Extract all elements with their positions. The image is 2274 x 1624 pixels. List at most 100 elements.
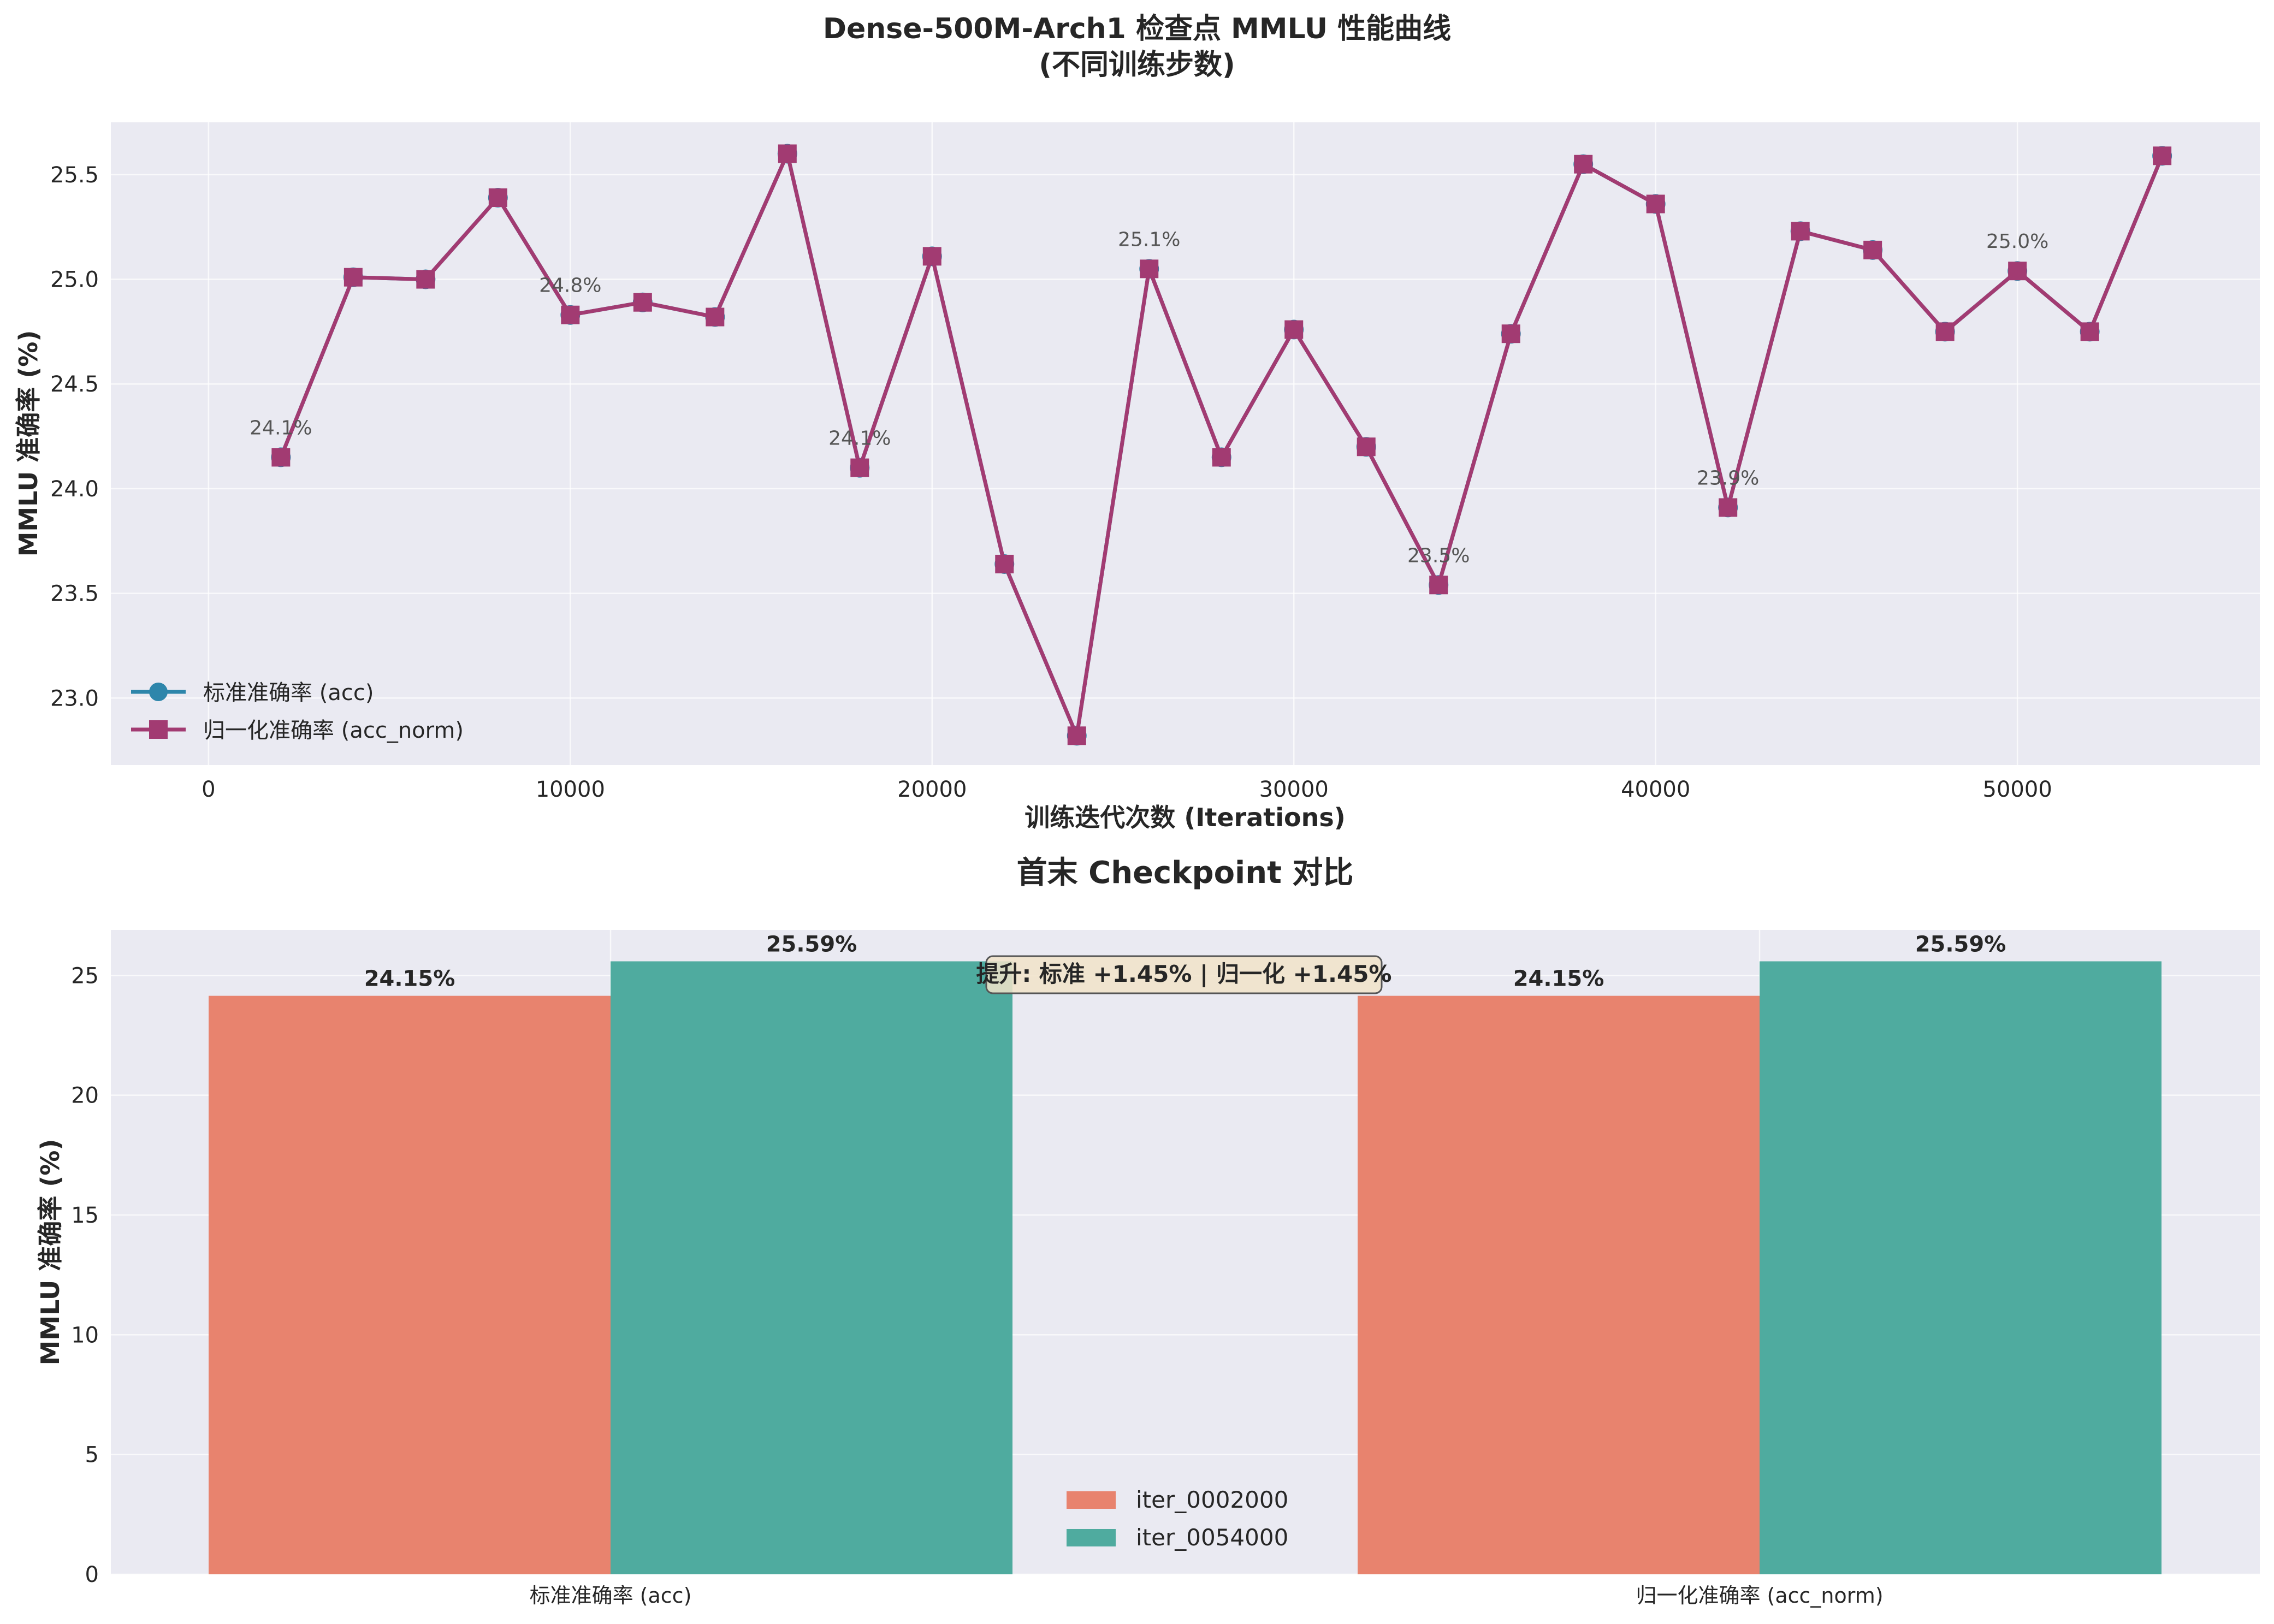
data-point [706, 307, 725, 327]
bar-chart-title: 首末 Checkpoint 对比 [1017, 855, 1354, 891]
bar-chart-y-tick-label: 15 [71, 1203, 99, 1228]
line-chart-x-tick-label: 0 [202, 777, 215, 802]
data-point [1863, 240, 1882, 259]
figure-title-line1: Dense-500M-Arch1 检查点 MMLU 性能曲线 [823, 13, 1451, 45]
line-chart-annotation: 24.8% [539, 275, 601, 297]
bar-chart-y-label: MMLU 准确率 (%) [35, 1139, 65, 1366]
bar-chart-legend: iter_0002000 iter_0054000 [1067, 1486, 1288, 1551]
bar-value-label: 24.15% [1513, 967, 1604, 992]
line-chart-x-tick-label: 10000 [536, 777, 605, 802]
data-point [344, 268, 363, 287]
legend-item-acc: 标准准确率 (acc) [131, 680, 374, 706]
bar-chart-y-tick-label: 5 [85, 1443, 99, 1468]
data-point [633, 293, 652, 312]
data-point [1935, 322, 1955, 341]
line-chart-plot-area [111, 122, 2260, 765]
legend-item-acc-norm: 归一化准确率 (acc_norm) [131, 718, 464, 743]
legend-label-acc: 标准准确率 (acc) [203, 680, 374, 706]
bar-iter_0002000 [209, 995, 611, 1574]
line-chart-annotation: 24.1% [828, 428, 891, 450]
line-chart-x-tick-label: 30000 [1259, 777, 1329, 802]
line-chart-x-label: 训练迭代次数 (Iterations) [1025, 803, 1346, 832]
data-point [488, 188, 507, 208]
data-point [561, 305, 580, 324]
legend-circle-marker-icon [149, 683, 168, 701]
data-point [271, 448, 291, 467]
legend-label-acc-norm: 归一化准确率 (acc_norm) [203, 718, 464, 743]
legend-swatch-iter-last [1067, 1529, 1116, 1546]
line-chart-y-tick-label: 25.0 [50, 268, 99, 293]
bar-chart-y-ticks: 0 5 10 15 20 25 [71, 963, 99, 1587]
line-chart-annotation: 24.1% [250, 417, 312, 439]
legend-label-iter-first: iter_0002000 [1136, 1486, 1288, 1513]
bar-value-label: 25.59% [1915, 932, 2006, 957]
data-point [922, 247, 941, 266]
legend-item-iter-first: iter_0002000 [1067, 1486, 1288, 1513]
line-chart-y-ticks: 23.0 23.5 24.0 24.5 25.0 25.5 [50, 163, 99, 711]
bar-chart-value-labels: 24.15% 25.59% 24.15% 25.59% [364, 932, 2006, 991]
line-chart-y-tick-label: 25.5 [50, 163, 99, 188]
data-point [1501, 324, 1520, 343]
line-chart: 23.0 23.5 24.0 24.5 25.0 25.5 0 10000 20000 3000… [14, 122, 2260, 832]
bar-value-label: 24.15% [364, 967, 455, 992]
bar-iter_0054000 [1760, 961, 2162, 1574]
data-point [1140, 259, 1159, 278]
bar-chart-y-tick-label: 0 [85, 1562, 99, 1587]
line-chart-y-tick-label: 24.5 [50, 372, 99, 397]
data-point [1574, 155, 1593, 174]
bar-chart-y-tick-label: 10 [71, 1323, 99, 1348]
data-point [2153, 146, 2172, 165]
data-point [1646, 194, 1665, 214]
bar-chart-bars [209, 961, 2162, 1574]
line-chart-series [271, 144, 2172, 746]
data-point [778, 144, 797, 163]
bar-chart-x-tick-label: 归一化准确率 (acc_norm) [1636, 1584, 1883, 1608]
bar-chart-x-tick-label: 标准准确率 (acc) [530, 1584, 692, 1608]
legend-swatch-iter-first [1067, 1491, 1116, 1509]
line-chart-x-tick-label: 20000 [897, 777, 967, 802]
line-series-acc-norm [271, 144, 2172, 745]
data-point [1212, 448, 1231, 467]
line-chart-gridlines [111, 122, 2260, 765]
line-chart-x-tick-label: 40000 [1621, 777, 1690, 802]
line-chart-x-tick-label: 50000 [1983, 777, 2052, 802]
line-chart-y-label: MMLU 准确率 (%) [14, 330, 43, 557]
data-point [2008, 262, 2027, 281]
data-point [1791, 222, 1810, 241]
bar-value-label: 25.59% [766, 932, 857, 957]
line-chart-y-tick-label: 23.5 [50, 582, 99, 607]
data-point [416, 270, 435, 289]
bar-iter_0002000 [1358, 995, 1760, 1574]
line-chart-annotation: 25.1% [1118, 228, 1180, 251]
line-chart-annotation: 25.0% [1986, 230, 2048, 253]
figure-title-line2: (不同训练步数) [1039, 49, 1235, 81]
line-chart-x-ticks: 0 10000 20000 30000 40000 50000 [202, 777, 2052, 802]
improvement-note-box [985, 955, 1383, 994]
data-point [1429, 576, 1448, 595]
line-chart-annotation: 23.9% [1697, 467, 1759, 489]
data-point [2080, 322, 2099, 341]
legend-label-iter-last: iter_0054000 [1136, 1524, 1288, 1551]
line-chart-y-tick-label: 24.0 [50, 477, 99, 502]
line-chart-annotations: 24.1% 24.8% 24.1% 25.1% 23.5% 23.9% 25.0% [250, 228, 2048, 567]
line-chart-legend: 标准准确率 (acc) 归一化准确率 (acc_norm) [131, 680, 464, 743]
line-chart-annotation: 23.5% [1407, 544, 1470, 567]
bar-chart-y-tick-label: 25 [71, 963, 99, 988]
bar-chart: 首末 Checkpoint 对比 0 5 10 15 20 25 24.15% 25.59%… [35, 855, 2260, 1608]
line-chart-y-tick-label: 23.0 [50, 686, 99, 711]
bar-chart-x-ticks: 标准准确率 (acc) 归一化准确率 (acc_norm) [530, 1584, 1884, 1608]
legend-item-iter-last: iter_0054000 [1067, 1524, 1288, 1551]
data-point [1719, 498, 1738, 517]
improvement-note: 提升: 标准 +1.45% | 归一化 +1.45% [976, 955, 1392, 994]
data-point [995, 554, 1014, 573]
data-point [850, 458, 869, 477]
data-point [1284, 320, 1304, 339]
data-point [1357, 437, 1376, 457]
bar-iter_0054000 [611, 961, 1012, 1574]
improvement-note-text: 提升: 标准 +1.45% | 归一化 +1.45% [976, 961, 1391, 987]
legend-square-marker-icon [149, 720, 168, 739]
bar-chart-y-tick-label: 20 [71, 1083, 99, 1109]
data-point [1067, 726, 1086, 745]
